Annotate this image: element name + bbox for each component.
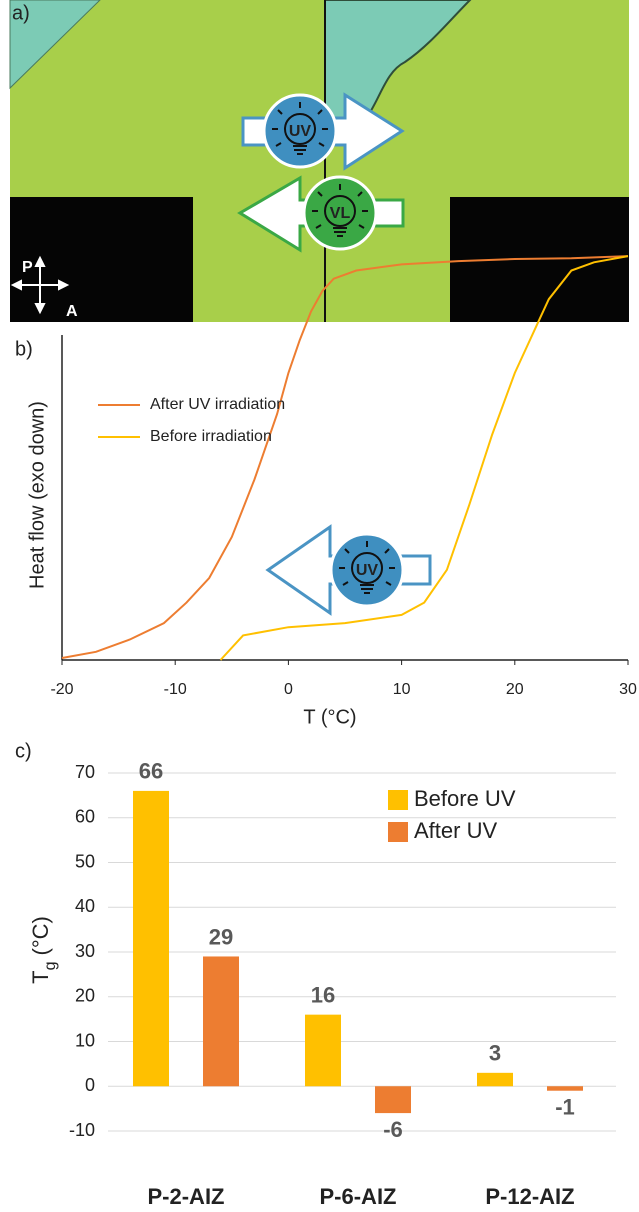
y-tick-label: 70	[75, 762, 95, 782]
x-tick-label: -20	[50, 681, 73, 698]
data-label: -6	[383, 1117, 403, 1142]
x-axis-label: T (°C)	[303, 706, 356, 728]
x-tick-label: 20	[506, 681, 524, 698]
annotation: UV	[356, 562, 379, 579]
y-axis-label: Heat flow (exo down)	[26, 401, 48, 589]
x-tick-label: P-6-AIZ	[320, 1184, 397, 1209]
legend-label: After UV	[414, 818, 497, 843]
x-tick-label: 0	[284, 681, 293, 698]
y-axis-label-part: (°C)	[28, 916, 53, 955]
y-tick-label: 20	[75, 986, 95, 1006]
series-line	[61, 255, 629, 659]
arrow-label: VL	[330, 205, 351, 222]
micrograph	[9, 0, 629, 322]
panel-label: a)	[12, 2, 30, 24]
legend-swatch	[388, 790, 408, 810]
dsc-chart: b) -20 -10 0 10 20 30 T (°C) Heat flow (exo down…	[15, 255, 637, 728]
legend-swatch	[388, 822, 408, 842]
y-tick-label: 0	[85, 1075, 95, 1095]
data-label: 3	[489, 1041, 501, 1066]
panel-label: b)	[15, 338, 33, 360]
legend-label: Before UV	[414, 786, 516, 811]
y-tick-label: 50	[75, 851, 95, 871]
x-tick-label: -10	[164, 681, 187, 698]
y-tick-label: 10	[75, 1030, 95, 1050]
y-axis-label-part: T	[28, 970, 53, 983]
bar	[477, 1072, 513, 1087]
y-tick-label: -10	[69, 1120, 95, 1140]
series-line	[219, 255, 629, 661]
data-label: 29	[209, 924, 233, 949]
bar	[305, 1014, 341, 1087]
data-label: -1	[555, 1095, 575, 1120]
y-tick-label: 40	[75, 896, 95, 916]
bar	[547, 1086, 583, 1091]
panel-label: c)	[15, 740, 32, 762]
legend-label: Before irradiation	[150, 428, 272, 445]
data-label: 66	[139, 759, 163, 784]
bar	[133, 790, 169, 1087]
polarizer-label: P	[22, 259, 33, 276]
x-tick-label: P-2-AIZ	[148, 1184, 225, 1209]
x-tick-label: 30	[619, 681, 637, 698]
y-axis-label-part: g	[42, 961, 59, 970]
legend-label: After UV irradiation	[150, 396, 285, 413]
y-tick-label: 60	[75, 807, 95, 827]
x-tick-label: 10	[393, 681, 411, 698]
y-axis-label: Tg (°C)	[28, 916, 59, 984]
bar	[203, 956, 239, 1087]
y-tick-label: 30	[75, 941, 95, 961]
x-tick-label: P-12-AIZ	[485, 1184, 574, 1209]
arrow-label: UV	[289, 123, 312, 140]
tg-chart: c) -10 0 10 20 30 40 50 60 70 Tg (°C) P-2-AIZ 66 29 P-6…	[15, 740, 616, 1209]
bar	[375, 1086, 411, 1114]
polarizer-label: A	[66, 303, 78, 320]
data-label: 16	[311, 982, 335, 1007]
